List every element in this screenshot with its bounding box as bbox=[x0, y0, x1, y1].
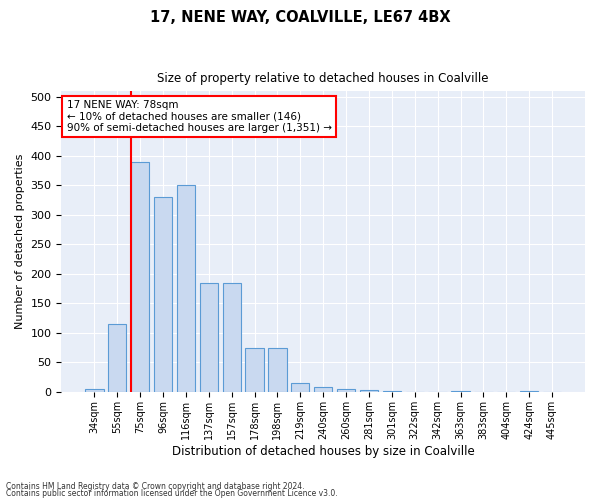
Bar bbox=[314, 387, 332, 392]
Text: Contains HM Land Registry data © Crown copyright and database right 2024.: Contains HM Land Registry data © Crown c… bbox=[6, 482, 305, 491]
Bar bbox=[291, 383, 310, 392]
Text: 17 NENE WAY: 78sqm
← 10% of detached houses are smaller (146)
90% of semi-detach: 17 NENE WAY: 78sqm ← 10% of detached hou… bbox=[67, 100, 332, 133]
Y-axis label: Number of detached properties: Number of detached properties bbox=[15, 154, 25, 329]
Bar bbox=[360, 390, 378, 392]
X-axis label: Distribution of detached houses by size in Coalville: Distribution of detached houses by size … bbox=[172, 444, 475, 458]
Text: Contains public sector information licensed under the Open Government Licence v3: Contains public sector information licen… bbox=[6, 489, 338, 498]
Title: Size of property relative to detached houses in Coalville: Size of property relative to detached ho… bbox=[157, 72, 489, 86]
Bar bbox=[223, 282, 241, 392]
Bar bbox=[108, 324, 127, 392]
Bar bbox=[177, 186, 195, 392]
Bar bbox=[268, 348, 287, 392]
Bar bbox=[200, 282, 218, 392]
Bar bbox=[85, 389, 104, 392]
Bar bbox=[154, 197, 172, 392]
Bar bbox=[337, 389, 355, 392]
Text: 17, NENE WAY, COALVILLE, LE67 4BX: 17, NENE WAY, COALVILLE, LE67 4BX bbox=[149, 10, 451, 25]
Bar bbox=[131, 162, 149, 392]
Bar bbox=[245, 348, 264, 392]
